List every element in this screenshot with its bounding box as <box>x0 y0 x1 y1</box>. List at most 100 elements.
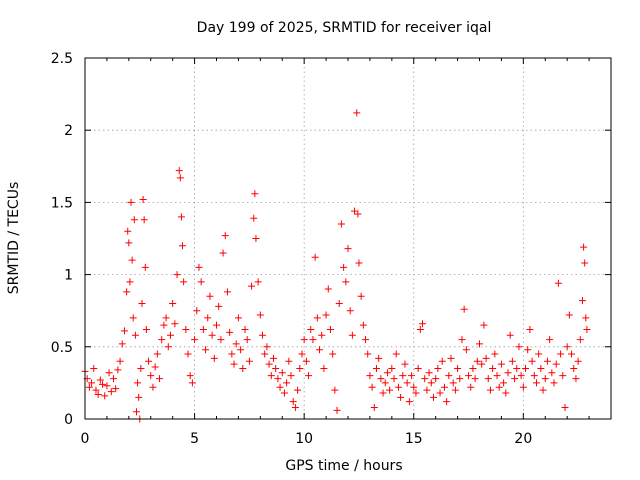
data-point <box>552 360 560 368</box>
y-tick-label: 1 <box>64 268 73 284</box>
data-point <box>519 383 527 391</box>
data-point <box>291 403 299 411</box>
plot-frame <box>84 57 612 420</box>
data-point <box>351 207 359 215</box>
data-point <box>204 314 212 322</box>
data-point <box>139 196 147 204</box>
data-point <box>372 364 380 372</box>
data-point <box>502 389 510 397</box>
data-point <box>583 325 591 333</box>
data-point <box>476 340 483 348</box>
data-point <box>460 305 468 313</box>
data-point <box>145 357 153 365</box>
data-point <box>94 390 102 398</box>
data-point <box>274 375 282 383</box>
data-point <box>548 369 556 377</box>
data-point <box>116 357 124 365</box>
data-point <box>199 325 207 333</box>
data-point <box>107 388 115 396</box>
data-point <box>272 364 280 372</box>
data-point <box>383 369 391 377</box>
data-point <box>333 406 341 414</box>
x-tick-label: 5 <box>190 431 199 447</box>
data-point <box>186 372 194 380</box>
data-point <box>379 389 387 397</box>
data-point <box>103 382 111 390</box>
data-point <box>175 167 183 175</box>
data-point <box>335 299 343 307</box>
data-point <box>129 314 137 322</box>
data-point <box>482 354 490 362</box>
data-point <box>326 325 334 333</box>
data-point <box>370 403 378 411</box>
data-point <box>570 364 578 372</box>
data-point <box>141 263 149 271</box>
data-point <box>530 372 538 380</box>
data-point <box>307 325 315 333</box>
data-point <box>226 328 234 336</box>
data-point <box>147 372 155 380</box>
data-point <box>354 210 362 218</box>
y-tick-label: 0 <box>64 412 73 428</box>
data-point <box>484 375 492 383</box>
data-point <box>206 292 214 300</box>
data-point <box>230 360 238 368</box>
data-point <box>232 340 240 348</box>
data-point <box>454 364 462 372</box>
data-point <box>344 245 352 253</box>
y-tick-label: 0.5 <box>51 340 73 356</box>
data-point <box>134 379 142 387</box>
data-point <box>546 336 554 344</box>
data-point <box>541 375 549 383</box>
y-axis-label: SRMTID / TECUs <box>6 182 22 295</box>
data-point <box>259 331 267 339</box>
data-point <box>153 350 161 358</box>
data-point <box>508 357 516 365</box>
data-point <box>298 350 306 358</box>
data-point <box>217 336 225 344</box>
data-point <box>537 364 545 372</box>
data-point <box>265 360 273 368</box>
data-point <box>164 343 172 351</box>
data-point <box>324 285 332 293</box>
data-point <box>443 398 451 406</box>
data-point <box>337 220 345 228</box>
data-point <box>565 311 573 319</box>
data-point <box>386 386 394 394</box>
data-point <box>237 346 245 354</box>
data-point <box>302 357 310 365</box>
data-point <box>543 357 551 365</box>
data-point <box>128 256 136 264</box>
data-point <box>419 320 427 328</box>
data-point <box>182 325 190 333</box>
data-point <box>305 372 313 380</box>
x-tick-label: 15 <box>405 431 423 447</box>
data-point <box>539 386 547 394</box>
data-point <box>399 372 407 380</box>
data-point <box>515 343 523 351</box>
data-point <box>137 364 145 372</box>
data-point <box>576 336 584 344</box>
x-tick-label: 0 <box>81 431 90 447</box>
data-point <box>561 403 569 411</box>
data-point <box>500 379 508 387</box>
data-point <box>357 292 365 300</box>
data-point <box>250 214 258 222</box>
data-point <box>316 346 324 354</box>
data-point <box>162 314 170 322</box>
data-point <box>394 383 402 391</box>
data-point <box>429 393 437 401</box>
data-point <box>123 288 131 296</box>
y-tick-label: 2.5 <box>51 51 73 67</box>
y-tick-label: 2 <box>64 123 73 139</box>
data-point <box>491 350 499 358</box>
data-point <box>276 383 284 391</box>
data-point <box>495 383 503 391</box>
data-point <box>412 389 420 397</box>
data-point <box>318 331 326 339</box>
data-point <box>210 354 218 362</box>
data-point <box>408 372 416 380</box>
data-point <box>99 380 107 388</box>
data-point <box>171 320 179 328</box>
